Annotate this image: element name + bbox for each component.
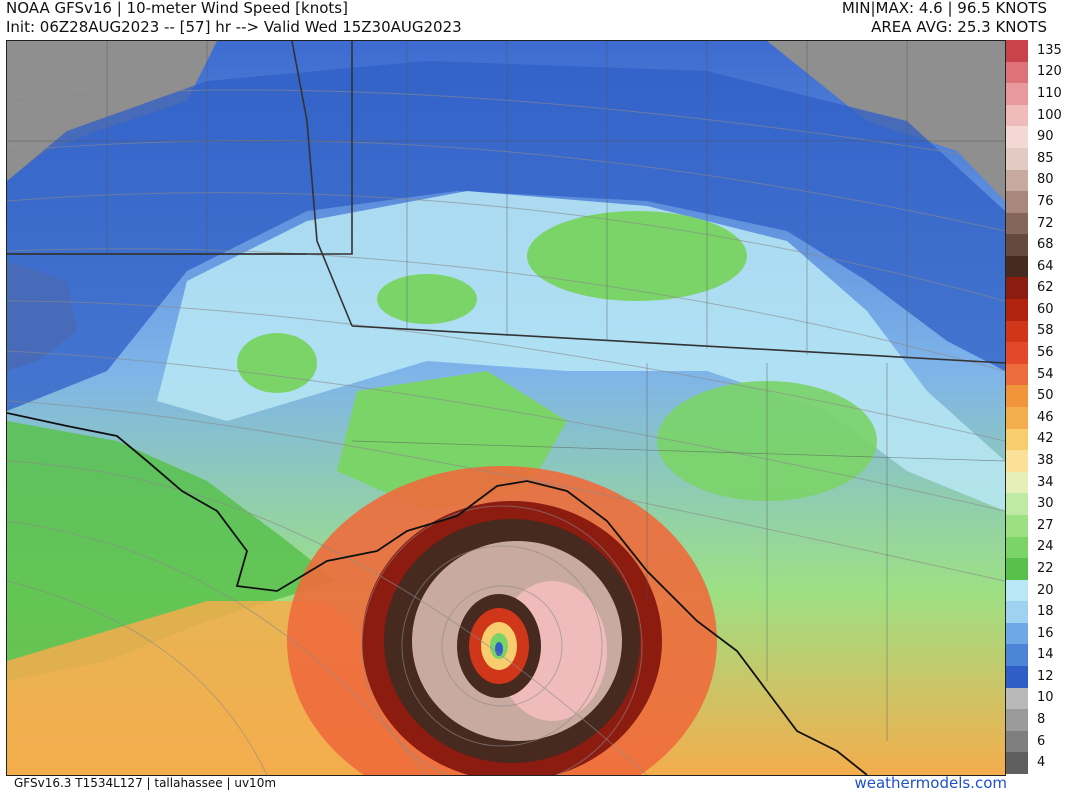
colorbar-swatch: [1006, 83, 1028, 106]
colorbar-swatch: [1006, 493, 1028, 516]
colorbar-swatch: [1006, 730, 1028, 753]
colorbar-swatch: [1006, 299, 1028, 322]
colorbar-swatch: [1006, 579, 1028, 602]
colorbar-swatch: [1006, 709, 1028, 732]
colorbar-label: 62: [1037, 280, 1054, 296]
colorbar-swatch: [1006, 363, 1028, 386]
county-borders: [7, 41, 1005, 741]
chart-title: NOAA GFSv16 | 10-meter Wind Speed [knots…: [6, 0, 348, 17]
colorbar-label: 42: [1037, 431, 1054, 447]
colorbar-swatch: [1006, 558, 1028, 581]
colorbar-label: 30: [1037, 496, 1054, 512]
colorbar-label: 64: [1037, 258, 1054, 274]
header-left: NOAA GFSv16 | 10-meter Wind Speed [knots…: [6, 0, 462, 37]
colorbar-swatch: [1006, 644, 1028, 667]
green-patch-west: [237, 333, 317, 393]
colorbar-label: 22: [1037, 560, 1054, 576]
colorbar-label: 110: [1037, 85, 1062, 101]
colorbar-swatch: [1006, 514, 1028, 538]
colorbar-label: 12: [1037, 668, 1054, 684]
colorbar-label: 34: [1037, 474, 1054, 490]
colorbar-label: 68: [1037, 237, 1054, 253]
colorbar-swatch: [1006, 255, 1028, 278]
colorbar-swatch: [1006, 752, 1028, 775]
wind-speed-map: [6, 40, 1006, 776]
light-blue-wind-band: [157, 191, 1005, 511]
state-borders: [7, 41, 1005, 364]
colorbar-swatch: [1006, 622, 1028, 645]
colorbar-label: 38: [1037, 452, 1054, 468]
colorbar-swatch: [1006, 277, 1028, 300]
colorbar-swatch: [1006, 191, 1028, 214]
colorbar-label: 4: [1037, 755, 1046, 771]
colorbar-label: 27: [1037, 517, 1054, 533]
colorbar-swatch: [1006, 471, 1028, 494]
streamlines: [7, 89, 1005, 775]
colorbar-label: 14: [1037, 647, 1054, 663]
colorbar-swatch: [1006, 407, 1028, 430]
colorbar-label: 60: [1037, 301, 1054, 317]
colorbar-swatch: [1006, 40, 1028, 63]
colorbar-label: 80: [1037, 172, 1054, 188]
colorbar-label: 72: [1037, 215, 1054, 231]
colorbar-swatch: [1006, 342, 1028, 365]
green-patch-center: [377, 274, 477, 324]
colorbar-swatch: [1006, 212, 1028, 235]
colorbar-label: 135: [1037, 42, 1062, 58]
site-credit-link[interactable]: weathermodels.com: [854, 774, 1007, 792]
colorbar-swatch: [1006, 320, 1028, 343]
green-ocean-west: [7, 421, 337, 681]
colorbar-label: 90: [1037, 129, 1054, 145]
colorbar-swatch: [1006, 428, 1028, 451]
colorbar-label: 10: [1037, 690, 1054, 706]
colorbar-label: 16: [1037, 625, 1054, 641]
colorbar-label: 76: [1037, 193, 1054, 209]
colorbar-swatch: [1006, 147, 1028, 171]
colorbar-swatch: [1006, 666, 1028, 689]
colorbar-label: 50: [1037, 388, 1054, 404]
min-max-readout: MIN|MAX: 4.6 | 96.5 KNOTS: [841, 0, 1047, 17]
colorbar-swatch: [1006, 234, 1028, 257]
colorbar-label: 18: [1037, 604, 1054, 620]
colorbar-label: 100: [1037, 107, 1062, 123]
colorbar-label: 6: [1037, 733, 1046, 749]
colorbar-label: 120: [1037, 64, 1062, 80]
colorbar-swatch: [1006, 385, 1028, 408]
colorbar-swatch: [1006, 687, 1028, 710]
colorbar-label: 8: [1037, 712, 1046, 728]
green-patch-east: [527, 211, 747, 301]
colorbar-label: 54: [1037, 366, 1054, 382]
map-canvas: [7, 41, 1005, 775]
area-average-readout: AREA AVG: 25.3 KNOTS: [871, 18, 1047, 36]
blue-wind-band: [7, 61, 1005, 411]
colorbar-label: 20: [1037, 582, 1054, 598]
colorbar-legend: 135 120 110 100 90 85 80 76 72 68 64 62 60 58 56 54 50 46…: [1006, 40, 1065, 775]
colorbar-swatch: [1006, 61, 1028, 84]
colorbar-label: 46: [1037, 409, 1054, 425]
colorbar-swatch: [1006, 126, 1028, 149]
colorbar-swatch: [1006, 450, 1028, 473]
colorbar-label: 85: [1037, 150, 1054, 166]
colorbar-label: 58: [1037, 323, 1054, 339]
coastline: [7, 412, 868, 775]
colorbar-swatch: [1006, 169, 1028, 192]
header-right: MIN|MAX: 4.6 | 96.5 KNOTS AREA AVG: 25.3…: [842, 0, 1047, 37]
init-valid-line: Init: 06Z28AUG2023 -- [57] hr --> Valid …: [6, 18, 462, 36]
colorbar-label: 24: [1037, 539, 1054, 555]
colorbar-swatch: [1006, 104, 1028, 127]
model-info-footer: GFSv16.3 T1534L127 | tallahassee | uv10m: [14, 776, 277, 790]
colorbar-label: 56: [1037, 345, 1054, 361]
colorbar-swatch: [1006, 601, 1028, 624]
colorbar-swatch: [1006, 536, 1028, 559]
